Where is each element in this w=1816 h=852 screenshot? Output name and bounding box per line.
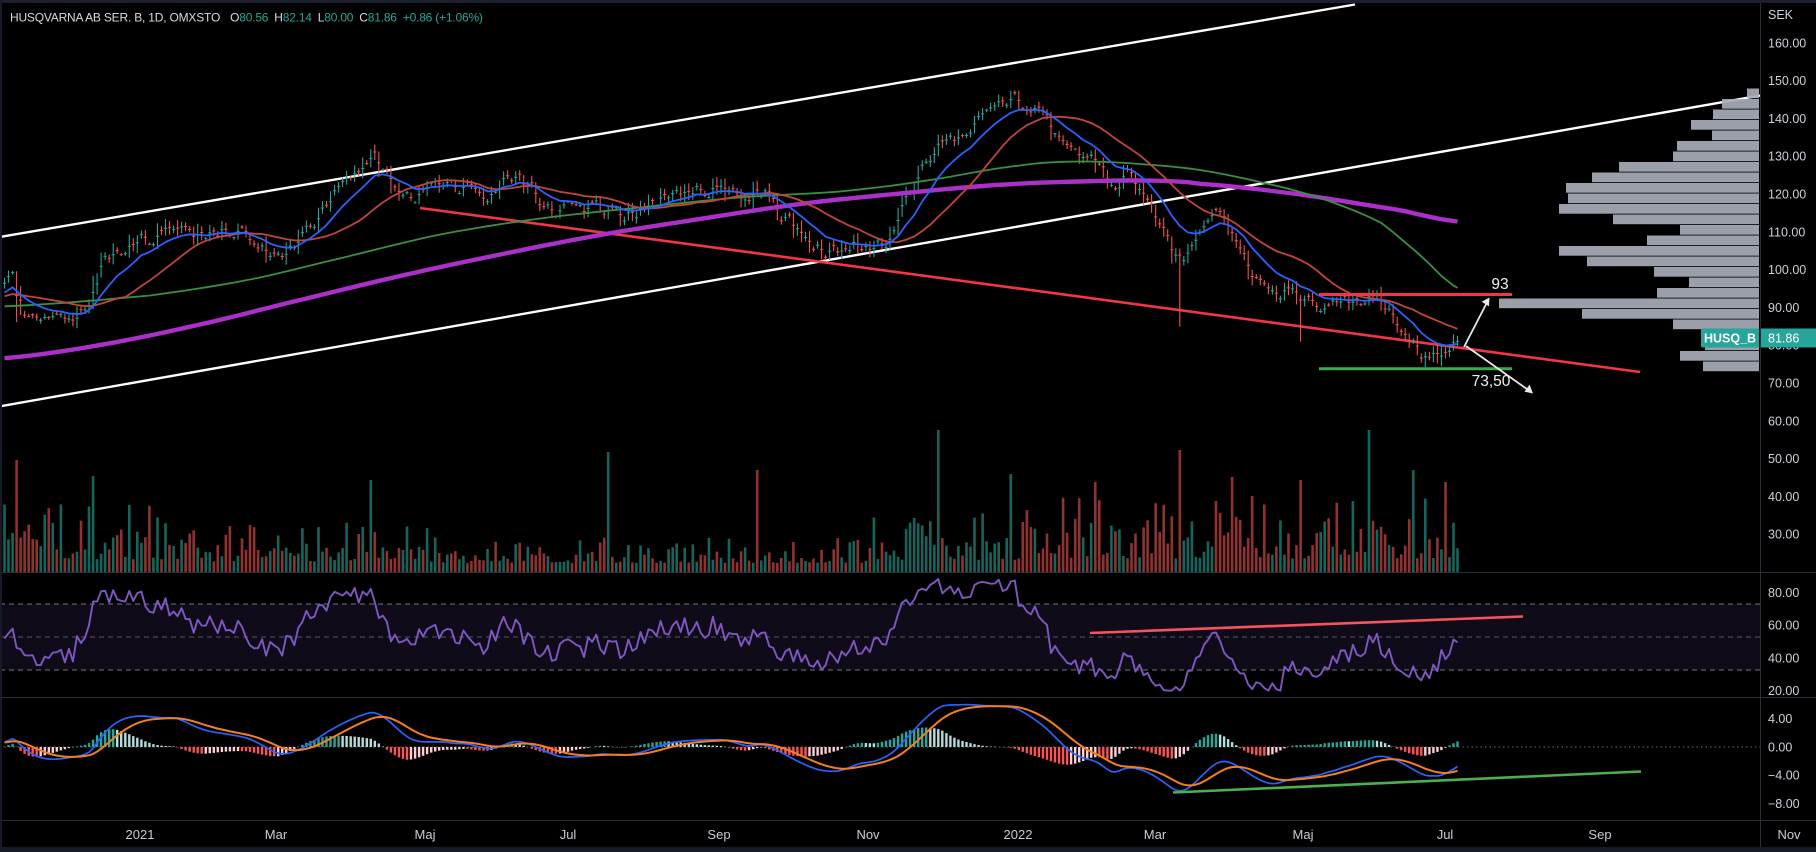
svg-text:81.86: 81.86 [1768,332,1799,346]
svg-text:160.00: 160.00 [1768,36,1806,50]
svg-text:HUSQ_B: HUSQ_B [1704,332,1756,346]
svg-text:4.00: 4.00 [1768,712,1792,726]
svg-text:Nov: Nov [1777,827,1801,842]
svg-text:30.00: 30.00 [1768,528,1799,542]
svg-text:73,50: 73,50 [1472,373,1511,390]
svg-text:20.00: 20.00 [1768,684,1799,698]
svg-text:150.00: 150.00 [1768,74,1806,88]
svg-text:Jul: Jul [560,827,577,842]
svg-text:HUSQVARNA AB SER. B, 1D, OMXST: HUSQVARNA AB SER. B, 1D, OMXSTO O80.56 H82… [10,11,483,25]
svg-text:2022: 2022 [1004,827,1033,842]
svg-text:140.00: 140.00 [1768,112,1806,126]
svg-text:90.00: 90.00 [1768,301,1799,315]
svg-text:Maj: Maj [1293,827,1314,842]
svg-text:60.00: 60.00 [1768,414,1799,428]
svg-text:Sep: Sep [1588,827,1611,842]
svg-text:40.00: 40.00 [1768,651,1799,665]
svg-text:93: 93 [1491,276,1508,293]
svg-text:−4.00: −4.00 [1768,769,1800,783]
svg-text:Mar: Mar [265,827,288,842]
svg-text:Jul: Jul [1437,827,1454,842]
svg-text:Sep: Sep [707,827,730,842]
svg-text:Maj: Maj [415,827,436,842]
svg-text:SEK: SEK [1768,8,1794,22]
svg-text:60.00: 60.00 [1768,619,1799,633]
svg-text:110.00: 110.00 [1768,225,1805,239]
svg-text:−8.00: −8.00 [1768,797,1800,811]
svg-text:120.00: 120.00 [1768,188,1806,202]
svg-text:0.00: 0.00 [1768,740,1792,754]
svg-text:70.00: 70.00 [1768,377,1799,391]
svg-text:Mar: Mar [1144,827,1167,842]
svg-text:2021: 2021 [126,827,155,842]
svg-text:Nov: Nov [856,827,880,842]
svg-text:130.00: 130.00 [1768,150,1806,164]
svg-text:50.00: 50.00 [1768,452,1799,466]
svg-text:40.00: 40.00 [1768,490,1799,504]
svg-text:100.00: 100.00 [1768,263,1806,277]
svg-text:80.00: 80.00 [1768,586,1799,600]
